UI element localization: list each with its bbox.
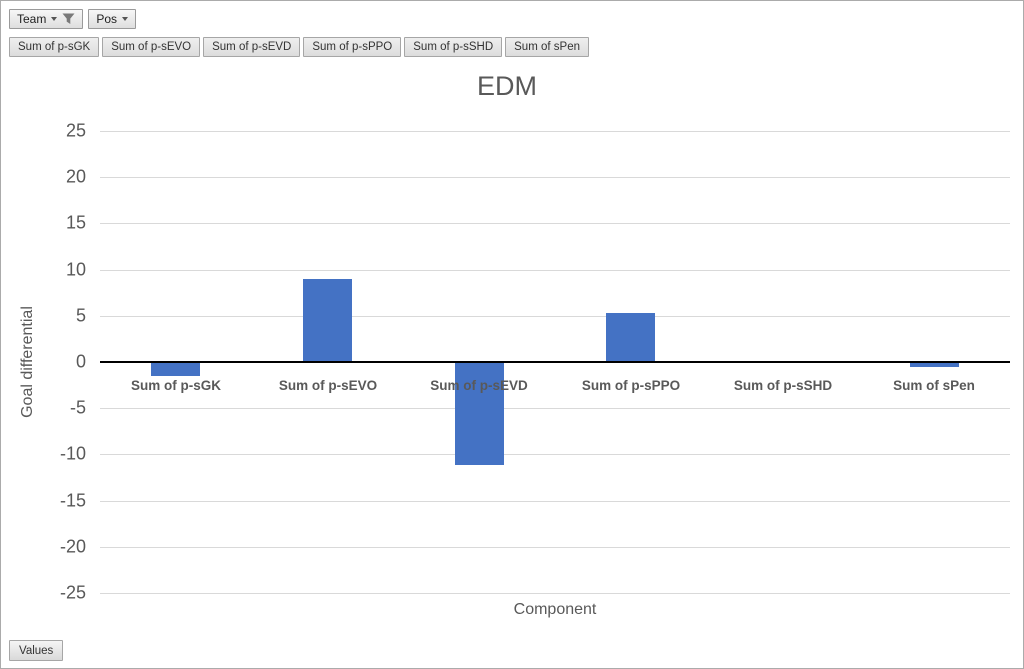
y-tick-label: -25 bbox=[59, 582, 86, 603]
field-button-p-sSHD[interactable]: Sum of p-sSHD bbox=[404, 37, 503, 57]
field-button-row: Sum of p-sGK Sum of p-sEVO Sum of p-sEVD… bbox=[9, 37, 589, 57]
filter-button-row: Team Pos bbox=[9, 9, 137, 29]
gridline bbox=[100, 454, 1010, 455]
pos-filter-label: Pos bbox=[96, 12, 118, 26]
gridline bbox=[100, 270, 1010, 271]
y-tick-label: 25 bbox=[65, 120, 86, 141]
y-tick-label: 10 bbox=[65, 259, 86, 280]
bar-Sum of p-sGK bbox=[151, 362, 200, 376]
category-label: Sum of p-sSHD bbox=[733, 378, 833, 393]
y-tick-label: 5 bbox=[75, 305, 86, 326]
field-button-sPen[interactable]: Sum of sPen bbox=[505, 37, 589, 57]
gridline bbox=[100, 547, 1010, 548]
y-tick-label: -10 bbox=[59, 443, 86, 464]
filter-funnel-icon bbox=[62, 13, 75, 25]
gridline bbox=[100, 223, 1010, 224]
team-filter-button[interactable]: Team bbox=[9, 9, 84, 29]
field-button-p-sEVD[interactable]: Sum of p-sEVD bbox=[203, 37, 301, 57]
field-button-p-sPPO[interactable]: Sum of p-sPPO bbox=[303, 37, 402, 57]
category-label: Sum of p-sPPO bbox=[581, 378, 681, 393]
bar-Sum of sPen bbox=[910, 362, 959, 367]
y-tick-label: -5 bbox=[69, 397, 86, 418]
gridline bbox=[100, 316, 1010, 317]
gridline bbox=[100, 131, 1010, 132]
plot-area: 25 20 15 10 5 0 -5 -10 -15 -20 -25 Sum of p-sGK Sum … bbox=[60, 121, 1010, 603]
y-tick-label: -15 bbox=[59, 490, 86, 511]
gridline bbox=[100, 593, 1010, 594]
y-tick-label: 15 bbox=[65, 212, 86, 233]
field-button-p-sEVO[interactable]: Sum of p-sEVO bbox=[102, 37, 201, 57]
chart-title: EDM bbox=[477, 71, 537, 101]
pos-filter-button[interactable]: Pos bbox=[88, 9, 137, 29]
category-label: Sum of p-sGK bbox=[131, 378, 221, 393]
gridline bbox=[100, 501, 1010, 502]
category-label: Sum of p-sEVO bbox=[278, 378, 378, 393]
values-button[interactable]: Values bbox=[9, 640, 64, 661]
field-button-p-sGK[interactable]: Sum of p-sGK bbox=[9, 37, 100, 57]
y-tick-label: 0 bbox=[75, 351, 86, 372]
x-axis-title: Component bbox=[513, 601, 597, 618]
y-tick-label: -20 bbox=[59, 536, 86, 557]
y-tick-label: 20 bbox=[65, 166, 86, 187]
bar-Sum of p-sEVO bbox=[303, 279, 352, 362]
gridline bbox=[100, 408, 1010, 409]
category-label: Sum of p-sEVD bbox=[430, 378, 528, 393]
chevron-down-icon bbox=[122, 17, 129, 21]
bar-Sum of p-sPPO bbox=[606, 313, 655, 362]
bar-Sum of p-sEVD bbox=[455, 362, 504, 465]
team-filter-label: Team bbox=[17, 12, 47, 26]
category-label: Sum of sPen bbox=[893, 378, 975, 393]
x-axis-zero-line bbox=[100, 361, 1010, 363]
gridline bbox=[100, 177, 1010, 178]
chevron-down-icon bbox=[51, 17, 58, 21]
